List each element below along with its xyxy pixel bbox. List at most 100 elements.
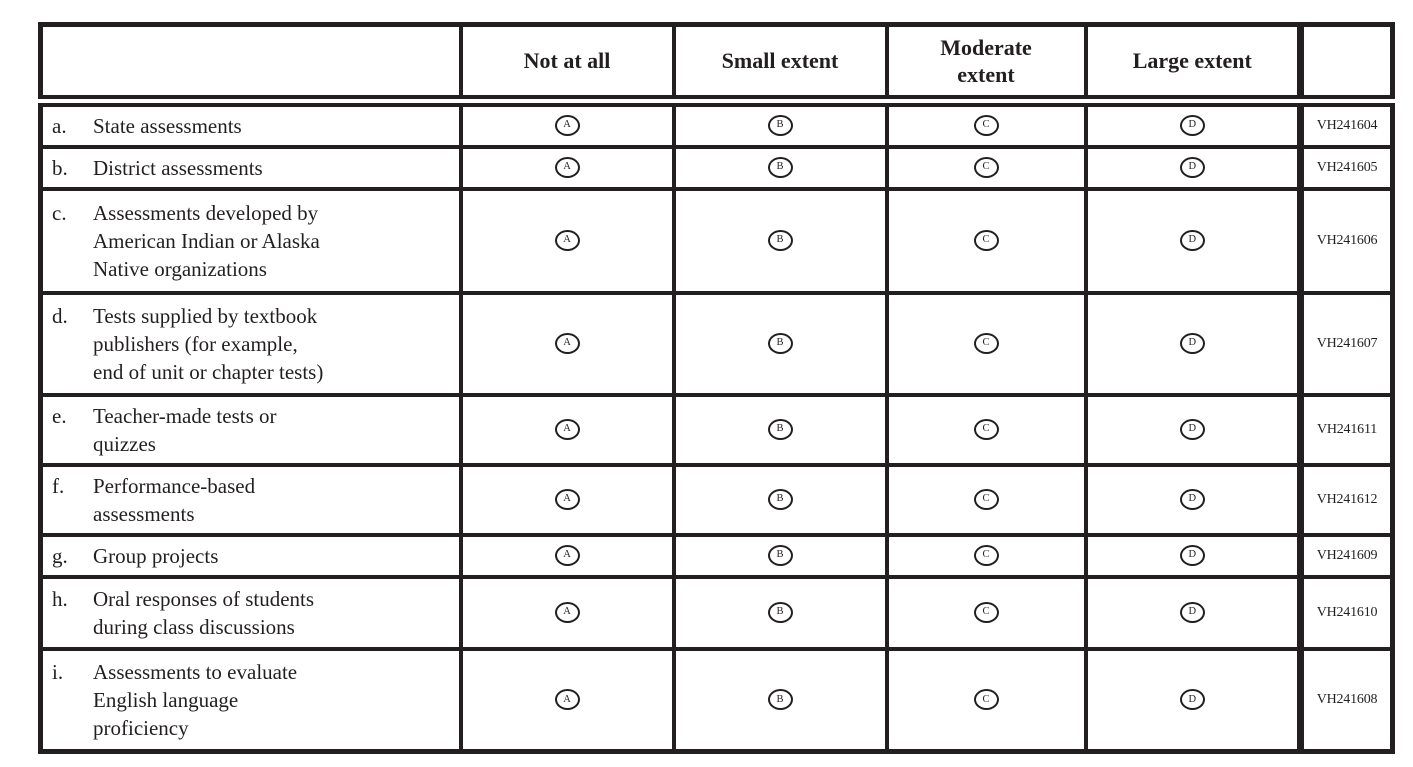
answer-cell-moderate-extent: C — [884, 646, 1088, 754]
answer-bubble-c[interactable]: C — [973, 489, 999, 510]
answer-cell-not-at-all: A — [458, 98, 676, 149]
answer-cell-small-extent: B — [671, 532, 889, 579]
item-letter: d. — [52, 303, 68, 328]
item-letter: e. — [52, 403, 67, 428]
answer-bubble-a[interactable]: A — [554, 333, 580, 354]
answer-bubble-a[interactable]: A — [554, 545, 580, 566]
bubble-letter: C — [982, 693, 990, 705]
answer-cell-not-at-all: A — [458, 290, 676, 397]
answer-cell-moderate-extent: C — [884, 532, 1088, 579]
answer-bubble-a[interactable]: A — [554, 419, 580, 440]
answer-bubble-d[interactable]: D — [1179, 419, 1205, 440]
answer-cell-not-at-all: A — [458, 532, 676, 579]
item-letter: f. — [52, 473, 65, 498]
bubble-letter: D — [1188, 337, 1197, 349]
vh-code-text: VH241606 — [1316, 232, 1378, 248]
answer-bubble-b[interactable]: B — [767, 689, 793, 711]
answer-cell-large-extent: D — [1083, 290, 1303, 397]
bubble-letter: D — [1188, 423, 1197, 435]
item-letter: h. — [52, 586, 68, 611]
answer-bubble-c[interactable]: C — [973, 545, 999, 566]
answer-bubble-c[interactable]: C — [973, 419, 999, 440]
bubble-letter: B — [776, 606, 784, 618]
answer-bubble-d[interactable]: D — [1179, 689, 1205, 711]
answer-bubble-c[interactable]: C — [973, 602, 999, 623]
answer-bubble-c[interactable]: C — [973, 115, 999, 136]
answer-cell-small-extent: B — [671, 186, 889, 295]
answer-cell-large-extent: D — [1083, 392, 1303, 467]
bubble-letter: D — [1188, 119, 1197, 131]
item-cell: a. State assessments — [38, 98, 463, 149]
vh-code: VH241611 — [1297, 392, 1395, 467]
answer-cell-moderate-extent: C — [884, 144, 1088, 191]
item-text: State assessments — [93, 113, 242, 138]
vh-code-text: VH241610 — [1316, 604, 1378, 620]
column-header-not-at-all: Not at all — [458, 22, 676, 107]
survey-response-table: Not at all Small extent Moderate extent … — [38, 22, 1395, 754]
item-cell: f. Performance-based assessments — [38, 462, 463, 537]
vh-code: VH241604 — [1297, 98, 1395, 149]
item-letter: a. — [52, 113, 67, 138]
answer-cell-large-extent: D — [1083, 574, 1303, 651]
answer-bubble-d[interactable]: D — [1179, 157, 1205, 178]
answer-cell-large-extent: D — [1083, 144, 1303, 191]
item-text: Oral responses of students during class … — [93, 586, 315, 639]
answer-bubble-b[interactable]: B — [767, 115, 793, 136]
answer-bubble-b[interactable]: B — [767, 157, 793, 178]
answer-cell-small-extent: B — [671, 392, 889, 467]
answer-bubble-d[interactable]: D — [1179, 230, 1205, 251]
answer-bubble-d[interactable]: D — [1179, 489, 1205, 510]
answer-bubble-a[interactable]: A — [554, 689, 580, 711]
item-cell: d. Tests supplied by textbook publishers… — [38, 290, 463, 397]
bubble-letter: A — [563, 337, 571, 349]
answer-bubble-a[interactable]: A — [554, 115, 580, 136]
answer-bubble-c[interactable]: C — [973, 333, 999, 354]
answer-bubble-a[interactable]: A — [554, 157, 580, 178]
vh-code: VH241609 — [1297, 532, 1395, 579]
answer-bubble-b[interactable]: B — [767, 545, 793, 566]
column-header-moderate-extent: Moderate extent — [884, 22, 1088, 107]
answer-bubble-d[interactable]: D — [1179, 602, 1205, 623]
answer-bubble-c[interactable]: C — [973, 689, 999, 711]
answer-cell-large-extent: D — [1083, 98, 1303, 149]
answer-bubble-a[interactable]: A — [554, 489, 580, 510]
vh-code-text: VH241604 — [1316, 117, 1378, 133]
answer-bubble-d[interactable]: D — [1179, 333, 1205, 354]
item-cell: e. Teacher-made tests or quizzes — [38, 392, 463, 467]
item-text: Assessments to evaluate English language… — [93, 659, 298, 740]
answer-cell-not-at-all: A — [458, 186, 676, 295]
answer-cell-not-at-all: A — [458, 462, 676, 537]
answer-cell-large-extent: D — [1083, 186, 1303, 295]
bubble-letter: D — [1188, 493, 1197, 505]
bubble-letter: B — [776, 119, 784, 131]
answer-bubble-b[interactable]: B — [767, 230, 793, 251]
answer-bubble-b[interactable]: B — [767, 602, 793, 623]
table-row: f. Performance-based assessments A B C D… — [38, 462, 1395, 537]
vh-code: VH241608 — [1297, 646, 1395, 754]
answer-bubble-a[interactable]: A — [554, 602, 580, 623]
bubble-letter: D — [1188, 234, 1197, 246]
bubble-letter: D — [1188, 161, 1197, 173]
bubble-letter: D — [1188, 693, 1197, 705]
table-row: h. Oral responses of students during cla… — [38, 574, 1395, 651]
item-text: Tests supplied by textbook publishers (f… — [93, 303, 324, 384]
answer-bubble-a[interactable]: A — [554, 230, 580, 251]
answer-bubble-c[interactable]: C — [973, 230, 999, 251]
item-letter: g. — [52, 543, 68, 568]
answer-bubble-c[interactable]: C — [973, 157, 999, 178]
bubble-letter: C — [982, 337, 990, 349]
vh-code-text: VH241605 — [1316, 159, 1378, 175]
bubble-letter: C — [982, 493, 990, 505]
answer-bubble-d[interactable]: D — [1179, 545, 1205, 566]
bubble-letter: A — [563, 693, 571, 705]
table-row: d. Tests supplied by textbook publishers… — [38, 290, 1395, 397]
answer-bubble-b[interactable]: B — [767, 489, 793, 510]
answer-cell-moderate-extent: C — [884, 290, 1088, 397]
answer-bubble-b[interactable]: B — [767, 419, 793, 440]
answer-bubble-b[interactable]: B — [767, 333, 793, 354]
answer-cell-small-extent: B — [671, 462, 889, 537]
bubble-letter: C — [982, 119, 990, 131]
bubble-letter: A — [563, 119, 571, 131]
bubble-letter: A — [563, 234, 571, 246]
answer-bubble-d[interactable]: D — [1179, 115, 1205, 136]
